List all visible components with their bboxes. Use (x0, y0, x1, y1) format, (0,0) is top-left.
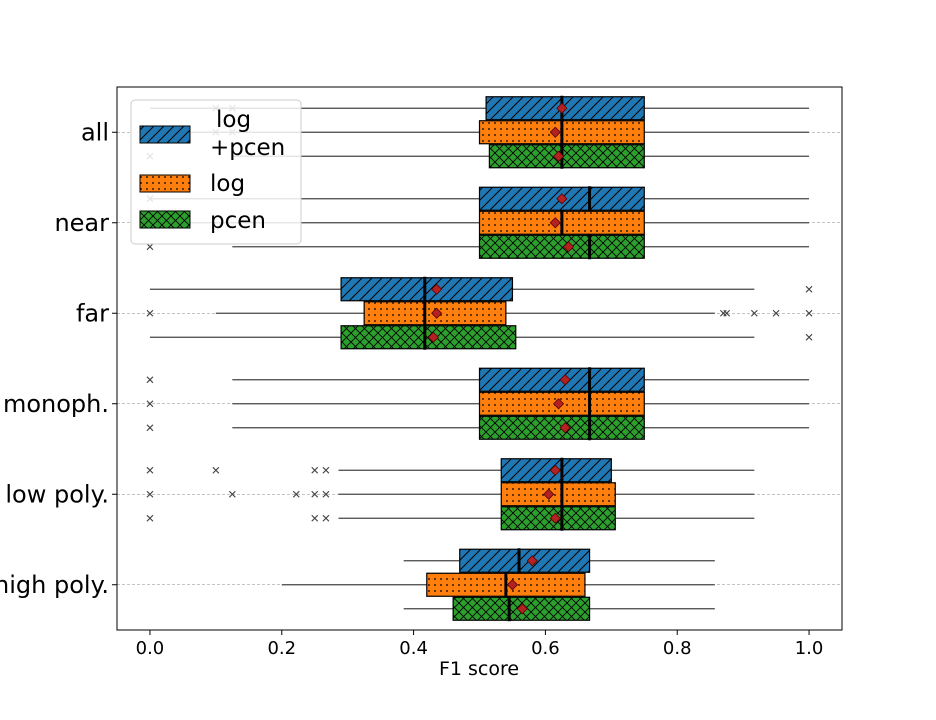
box-group (146, 481, 755, 507)
mean-marker (549, 464, 561, 476)
box-group (281, 572, 715, 598)
mean-marker (549, 126, 561, 138)
x-axis-title: F1 score (439, 658, 519, 680)
mean-marker (553, 398, 565, 410)
mean-marker (562, 241, 575, 253)
mean-marker (549, 512, 561, 524)
mean-marker (556, 102, 568, 114)
outlier-marker (292, 490, 300, 498)
outlier-marker (146, 424, 154, 432)
x-tick-label: 0.4 (399, 638, 428, 659)
legend-label: log (216, 107, 251, 133)
box-group (149, 95, 810, 121)
outlier-marker (146, 466, 154, 474)
mean-marker (559, 374, 571, 386)
plot-frame (116, 86, 843, 631)
category-label: near (54, 209, 109, 237)
box (488, 144, 645, 169)
x-tick-label: 0.8 (663, 638, 692, 659)
box-group (146, 457, 755, 483)
axis-layer: 0.0 0.2 0.4 0.6 0.8 1.0 all near far monoph. low p… (0, 118, 823, 659)
outlier-marker (322, 466, 330, 474)
box (500, 482, 616, 507)
mean-marker (543, 488, 555, 500)
mean-marker (556, 193, 568, 205)
mean-marker (431, 283, 443, 295)
x-tick-label: 0.6 (531, 638, 560, 659)
legend-entry: log (139, 171, 245, 197)
box-group (146, 234, 810, 260)
box-group (149, 324, 813, 350)
box-group (146, 186, 810, 212)
mean-marker (431, 307, 443, 319)
outlier-marker (212, 466, 220, 474)
mean-marker (549, 217, 561, 229)
outlier-marker (311, 514, 319, 522)
outlier-marker (772, 309, 780, 317)
box-group (146, 415, 810, 441)
outlier-marker (750, 309, 758, 317)
legend-entry: pcen (139, 208, 266, 234)
legend-entry: log+pcen (139, 107, 285, 161)
mean-marker (553, 150, 565, 162)
box (478, 234, 645, 259)
box-group (146, 505, 755, 531)
box (459, 548, 591, 573)
outlier-marker (146, 490, 154, 498)
category-label: high poly. (0, 571, 109, 599)
mean-marker (506, 579, 519, 591)
legend-label: +pcen (210, 135, 285, 161)
box-group (149, 276, 813, 302)
outlier-marker (311, 466, 319, 474)
category-label: far (76, 299, 109, 327)
mean-marker (427, 331, 439, 343)
box-group (403, 548, 715, 574)
box-group (146, 210, 810, 236)
box-group (403, 596, 715, 622)
box-layer (146, 95, 813, 622)
x-tick-label: 0.0 (136, 638, 165, 659)
box-group (146, 391, 810, 417)
box-group (146, 300, 813, 326)
outlier-marker (146, 309, 154, 317)
category-label: low poly. (5, 480, 109, 508)
x-tick-label: 1.0 (795, 638, 824, 659)
x-tick-label: 0.2 (267, 638, 296, 659)
mean-marker (559, 422, 571, 434)
category-label: monoph. (3, 390, 109, 418)
legend-label: pcen (210, 208, 266, 234)
box (340, 277, 514, 302)
outlier-marker (322, 514, 330, 522)
mean-marker (526, 555, 538, 567)
outlier-marker (146, 243, 154, 251)
mean-marker (516, 603, 528, 615)
outlier-marker (311, 490, 319, 498)
outlier-marker (805, 285, 813, 293)
outlier-marker (723, 309, 731, 317)
category-label: all (81, 118, 109, 146)
legend-label: log (210, 171, 245, 197)
legend-swatch (139, 125, 191, 144)
outlier-marker (146, 514, 154, 522)
outlier-marker (228, 490, 236, 498)
outlier-marker (322, 490, 330, 498)
outlier-marker (146, 376, 154, 384)
outlier-marker (146, 400, 154, 408)
outlier-marker (805, 309, 813, 317)
outlier-marker (805, 333, 813, 341)
box-group (146, 367, 810, 393)
legend-swatch (139, 210, 191, 229)
legend-swatch (139, 174, 191, 193)
